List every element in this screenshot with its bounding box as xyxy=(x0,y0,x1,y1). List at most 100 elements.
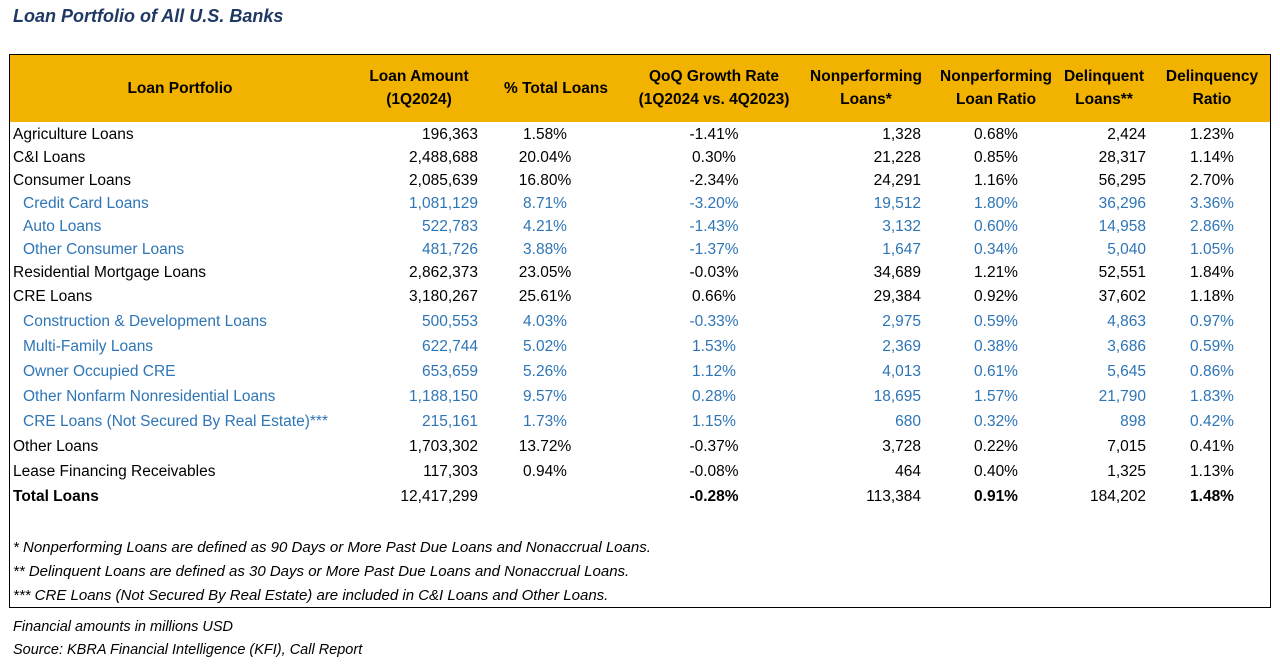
table-frame xyxy=(9,54,1271,608)
table-cell: 0.86% xyxy=(1190,363,1234,380)
table-cell: 0.59% xyxy=(974,313,1018,330)
table-cell: 7,015 xyxy=(1107,438,1146,455)
table-cell: 1,647 xyxy=(882,241,921,258)
table-cell: 0.32% xyxy=(974,413,1018,430)
table-cell: Total Loans xyxy=(13,488,99,505)
header-cell: QoQ Growth Rate xyxy=(648,68,780,85)
table-cell: 24,291 xyxy=(873,172,921,189)
note: Financial amounts in millions USD xyxy=(13,619,233,635)
table-cell: 1.84% xyxy=(1190,264,1234,281)
table-cell: 3.36% xyxy=(1190,195,1234,212)
table-cell: 3.88% xyxy=(523,241,567,258)
header-cell: Delinquency xyxy=(1165,68,1259,85)
table-cell: 1.18% xyxy=(1190,288,1234,305)
table-cell: 25.61% xyxy=(518,288,572,305)
table-cell: -1.41% xyxy=(689,126,739,143)
table-cell: CRE Loans xyxy=(13,288,93,305)
table-cell: 1.21% xyxy=(974,264,1018,281)
table-cell: 1.23% xyxy=(1190,126,1234,143)
table-cell: Multi-Family Loans xyxy=(23,338,154,355)
table-cell: 3,132 xyxy=(882,218,921,235)
table-cell: 1,081,129 xyxy=(409,195,478,212)
table-cell: CRE Loans (Not Secured By Real Estate)**… xyxy=(23,413,328,430)
table-cell: 2,424 xyxy=(1107,126,1146,143)
table-cell: 4,863 xyxy=(1107,313,1146,330)
table-cell: 28,317 xyxy=(1098,149,1146,166)
table-cell: 2.70% xyxy=(1190,172,1234,189)
table-cell: 23.05% xyxy=(518,264,572,281)
table-cell: 1,328 xyxy=(882,126,921,143)
header-cell: Delinquent xyxy=(1063,68,1145,85)
table-cell: 1,188,150 xyxy=(409,388,478,405)
table-cell: 29,384 xyxy=(873,288,921,305)
table-cell: -1.37% xyxy=(689,241,739,258)
table-cell: 0.68% xyxy=(974,126,1018,143)
table-cell: 0.59% xyxy=(1190,338,1234,355)
table-cell: Residential Mortgage Loans xyxy=(13,264,207,281)
table-cell: 2.86% xyxy=(1190,218,1234,235)
table-cell: 0.94% xyxy=(523,463,567,480)
table-cell: 4,013 xyxy=(882,363,921,380)
table-cell: Credit Card Loans xyxy=(23,195,149,212)
table-cell: 3,180,267 xyxy=(409,288,478,305)
table-cell: 1.53% xyxy=(692,338,736,355)
table-cell: 2,975 xyxy=(882,313,921,330)
table-cell: Other Nonfarm Nonresidential Loans xyxy=(23,388,276,405)
table-cell: 0.97% xyxy=(1190,313,1234,330)
header-cell: (1Q2024 vs. 4Q2023) xyxy=(638,91,790,108)
table-cell: 653,659 xyxy=(421,363,478,380)
table-cell: 215,161 xyxy=(421,413,478,430)
table-cell: 2,085,639 xyxy=(409,172,478,189)
table-cell: 622,744 xyxy=(421,338,478,355)
table-cell: 481,726 xyxy=(421,241,478,258)
table-cell: 21,790 xyxy=(1098,388,1146,405)
table-cell: 56,295 xyxy=(1098,172,1146,189)
table-cell: Lease Financing Receivables xyxy=(13,463,216,480)
table-header xyxy=(10,55,1270,122)
table-cell: 1.12% xyxy=(692,363,736,380)
footnote: ** Delinquent Loans are defined as 30 Da… xyxy=(13,563,630,580)
table-cell: Agriculture Loans xyxy=(13,126,134,143)
table-cell: 9.57% xyxy=(523,388,567,405)
table-cell: 13.72% xyxy=(518,438,572,455)
table-cell: 14,958 xyxy=(1098,218,1146,235)
table-cell: -0.37% xyxy=(689,438,739,455)
table-cell: 1.48% xyxy=(1190,488,1234,505)
table-cell: 4.21% xyxy=(523,218,567,235)
table-cell: Other Loans xyxy=(13,438,99,455)
table-cell: 500,553 xyxy=(421,313,478,330)
table-cell: 2,862,373 xyxy=(409,264,478,281)
table-cell: 1.58% xyxy=(523,126,567,143)
table-cell: -0.03% xyxy=(689,264,739,281)
table-cell: 898 xyxy=(1120,413,1146,430)
table-cell: 34,689 xyxy=(873,264,921,281)
table-cell: 0.34% xyxy=(974,241,1018,258)
header-cell: Loans** xyxy=(1075,91,1133,108)
header-cell: Ratio xyxy=(1192,91,1232,108)
table-cell: Construction & Development Loans xyxy=(23,313,267,330)
table-cell: 0.30% xyxy=(692,149,736,166)
table-cell: 1.80% xyxy=(974,195,1018,212)
table-cell: 5,040 xyxy=(1107,241,1146,258)
table-cell: 5.02% xyxy=(523,338,567,355)
table-cell: 20.04% xyxy=(518,149,572,166)
table-cell: 0.91% xyxy=(974,488,1018,505)
table-cell: -0.08% xyxy=(689,463,739,480)
note: Source: KBRA Financial Intelligence (KFI… xyxy=(13,642,363,658)
table-cell: 117,303 xyxy=(423,463,478,480)
table-cell: 1.14% xyxy=(1190,149,1234,166)
table-cell: Other Consumer Loans xyxy=(23,241,185,258)
table-cell: 680 xyxy=(895,413,921,430)
table-cell: 0.42% xyxy=(1190,413,1234,430)
table-cell: 8.71% xyxy=(523,195,567,212)
table-cell: 2,369 xyxy=(882,338,921,355)
table-cell: 1.57% xyxy=(974,388,1018,405)
table-cell: 196,363 xyxy=(421,126,478,143)
table-cell: 0.28% xyxy=(692,388,736,405)
table-cell: 1.13% xyxy=(1190,463,1234,480)
table-cell: 1.83% xyxy=(1190,388,1234,405)
title: Loan Portfolio of All U.S. Banks xyxy=(13,6,284,26)
header-cell: Nonperforming xyxy=(810,68,922,85)
table-cell: 1.15% xyxy=(692,413,736,430)
